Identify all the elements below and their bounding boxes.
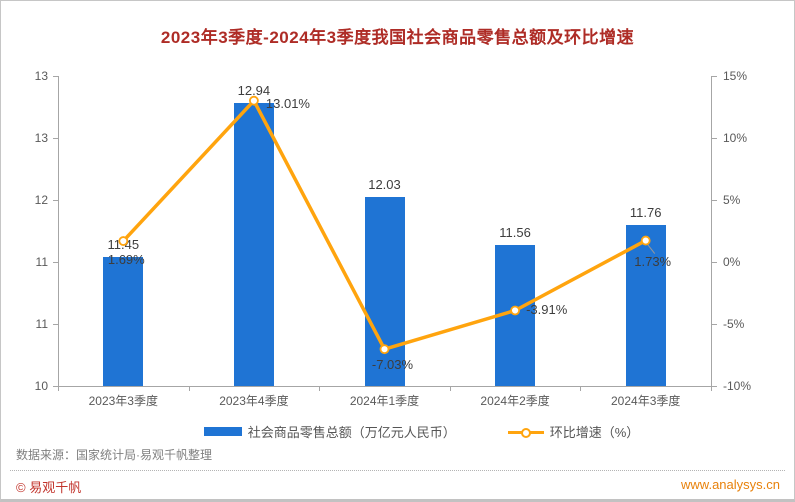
left-axis-tick [53,386,58,387]
right-axis-tick-label: -10% [723,379,752,393]
bottom-axis-tick [449,386,451,391]
footer-divider [10,470,785,471]
left-axis-tick-label: 11 [35,317,48,331]
category-label: 2023年4季度 [219,394,289,408]
chart-title: 2023年3季度-2024年3季度我国社会商品零售总额及环比增速 [160,28,635,47]
left-axis-tick-label: 12 [34,193,48,207]
legend-label-bar: 社会商品零售总额（万亿元人民币） [247,425,456,440]
right-axis-tick-label: 5% [723,193,741,207]
legend-item-bar: 社会商品零售总额（万亿元人民币） [203,422,456,441]
bar-value-label: 12.03 [368,176,401,192]
bar-value-label: 12.94 [237,82,271,98]
line-point-label: -7.03% [371,357,414,373]
right-axis-tick [712,138,717,139]
right-axis-tick-label: 0% [723,255,741,269]
right-axis-line [711,76,712,386]
bar [103,256,144,386]
line-point-label: 1.73% [634,253,672,269]
right-axis-tick [712,200,717,201]
copyright-logo: © 易观千帆 [16,480,82,495]
right-axis-tick [712,76,717,77]
bottom-axis-tick [58,386,59,391]
left-axis-tick [53,324,58,325]
bottom-axis-tick [711,386,712,391]
left-axis-tick [53,262,58,263]
data-source-note: 数据来源：国家统计局·易观千帆整理 [16,448,212,462]
bar-value-label: 11.76 [629,204,662,220]
left-axis-tick-label: 11 [35,255,48,269]
right-axis-tick [712,324,717,325]
category-label: 2023年3季度 [88,394,158,408]
right-axis-tick [712,262,717,263]
legend: 社会商品零售总额（万亿元人民币） 环比增速（%） [1,422,794,441]
line-series-swatch [507,427,544,438]
right-axis-tick-label: -5% [723,317,745,331]
left-axis-tick-label: 10 [34,379,48,393]
bottom-axis-line [58,386,712,387]
website-link[interactable]: www.analysys.cn [681,477,780,492]
left-axis-tick [53,200,58,201]
bar-series-swatch [203,427,242,436]
bar-value-label: 11.56 [499,225,531,241]
category-label: 2024年2季度 [480,394,550,408]
left-axis-tick [53,138,58,139]
legend-item-line: 环比增速（%） [507,422,640,441]
line-point-label: 1.69% [107,252,145,268]
bar [625,224,666,386]
left-axis-tick-label: 13 [34,131,48,145]
bottom-axis-tick [319,386,321,391]
category-label: 2024年3季度 [611,394,681,408]
legend-label-line: 环比增速（%） [549,425,640,440]
category-label: 2024年1季度 [349,394,420,408]
left-axis-line [58,76,59,386]
right-axis-tick-label: 15% [723,69,748,83]
line-point-label: -3.91% [526,302,568,318]
bar [233,102,274,386]
left-axis-tick-label: 13 [34,69,48,83]
bar-value-label: 11.45 [107,236,140,252]
left-axis-tick [53,76,58,77]
bottom-axis-tick [580,386,582,391]
line-point-label: 13.01% [265,95,310,111]
right-axis-tick [712,386,717,387]
bottom-axis-tick [188,386,190,391]
right-axis-tick-label: 10% [723,131,748,145]
